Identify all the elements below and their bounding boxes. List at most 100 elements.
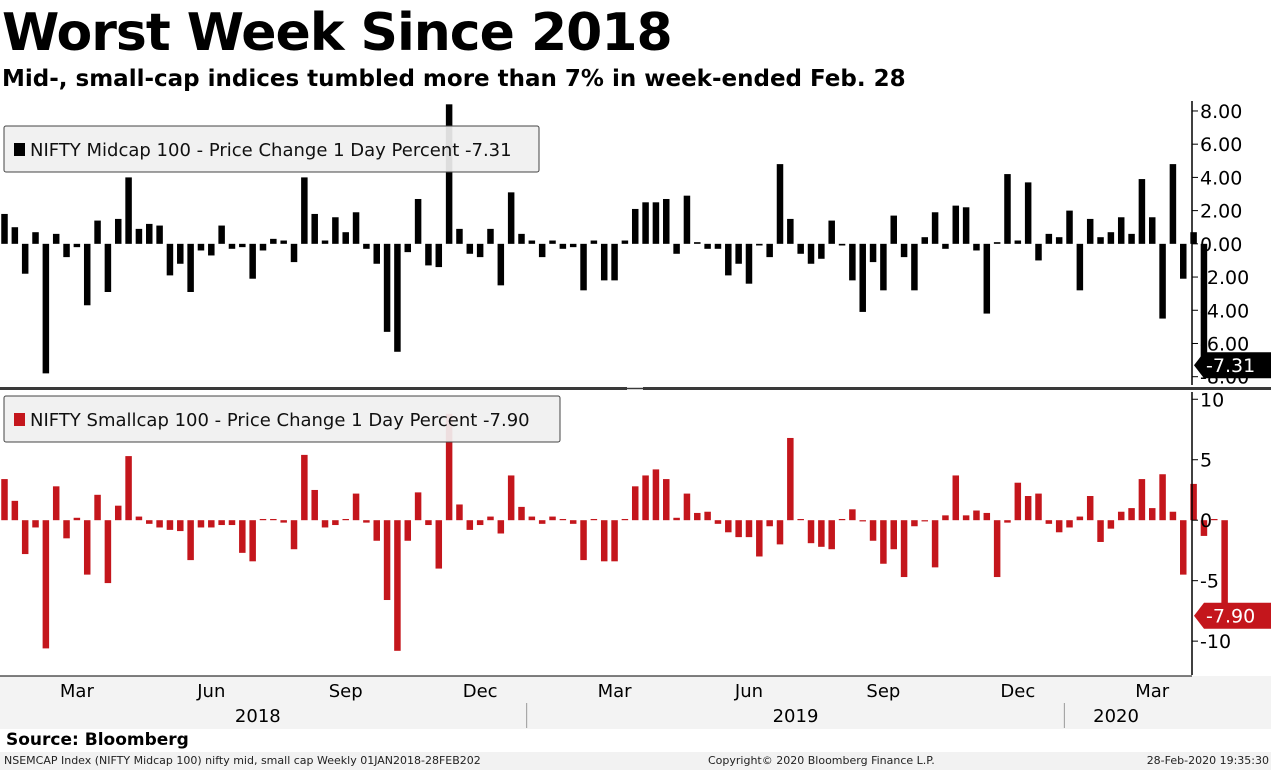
y-tick-label: -2.00 xyxy=(1200,267,1249,289)
smallcap-bar xyxy=(114,505,122,521)
smallcap-bar xyxy=(373,520,380,541)
midcap-panel: 8.006.004.002.000.00-2.00-4.00-6.00-8.00… xyxy=(0,101,1271,390)
midcap-bar xyxy=(187,243,194,292)
midcap-bar xyxy=(1107,232,1115,244)
smallcap-bar xyxy=(1045,520,1053,524)
midcap-bar xyxy=(766,243,773,258)
smallcap-bar xyxy=(1211,518,1218,521)
midcap-bar xyxy=(890,215,897,244)
midcap-bar xyxy=(642,202,649,244)
smallcap-bar xyxy=(1076,516,1084,521)
last-value-tag xyxy=(1194,602,1271,629)
smallcap-bar xyxy=(94,494,101,521)
smallcap-bar xyxy=(1097,520,1104,542)
midcap-bar xyxy=(1,213,8,244)
smallcap-bar xyxy=(125,456,132,521)
smallcap-bar xyxy=(1190,483,1197,521)
midcap-bar xyxy=(797,243,804,254)
smallcap-bar xyxy=(1066,520,1073,528)
midcap-bar xyxy=(807,243,815,264)
x-month-label: Dec xyxy=(463,681,498,702)
smallcap-bar xyxy=(311,489,318,521)
smallcap-bar xyxy=(476,520,484,526)
y-tick-label: -10 xyxy=(1200,631,1231,653)
smallcap-bar xyxy=(1086,496,1094,521)
midcap-bar xyxy=(156,225,163,244)
smallcap-bar xyxy=(735,520,742,538)
smallcap-bar xyxy=(73,517,81,521)
midcap-bar xyxy=(600,243,608,281)
smallcap-bar xyxy=(590,518,598,521)
y-tick-label: -6.00 xyxy=(1200,333,1249,355)
smallcap-bar xyxy=(766,520,773,527)
smallcap-bar xyxy=(1159,474,1166,521)
midcap-bar xyxy=(869,243,877,263)
smallcap-bar xyxy=(1004,520,1011,523)
smallcap-bar xyxy=(383,520,391,601)
x-month-label: Mar xyxy=(1135,681,1170,702)
smallcap-bar xyxy=(1117,511,1125,521)
smallcap-bar xyxy=(363,520,370,523)
smallcap-bar xyxy=(600,520,608,562)
midcap-bar xyxy=(663,198,670,244)
legend-label: NIFTY Midcap 100 - Price Change 1 Day Pe… xyxy=(30,140,512,161)
midcap-bar xyxy=(166,243,174,276)
smallcap-bar xyxy=(187,520,194,561)
smallcap-bar xyxy=(890,520,897,550)
x-month-label: Jun xyxy=(196,681,225,702)
midcap-bar xyxy=(228,243,236,249)
y-tick-label: 4.00 xyxy=(1200,167,1242,189)
x-month-label: Jun xyxy=(734,681,763,702)
smallcap-bar xyxy=(942,515,949,521)
midcap-bar xyxy=(528,240,536,244)
midcap-bar xyxy=(32,232,39,244)
midcap-bar xyxy=(301,177,308,244)
midcap-bar xyxy=(125,177,132,244)
y-tick-label: 5 xyxy=(1200,450,1212,472)
midcap-bar xyxy=(590,240,598,244)
smallcap-bar xyxy=(983,512,991,521)
midcap-bar xyxy=(569,243,577,248)
midcap-bar xyxy=(838,243,846,246)
footer-copyright: Copyright© 2020 Bloomberg Finance L.P. xyxy=(708,754,935,767)
smallcap-bar xyxy=(466,520,474,530)
midcap-bar xyxy=(311,213,318,244)
smallcap-bar xyxy=(301,454,308,521)
smallcap-panel: 10 5 0 -5 -10 -7.90 NIFTY Smallcap 100 - Price… xyxy=(1,389,1271,675)
midcap-bar xyxy=(911,243,918,291)
x-month-label: Sep xyxy=(866,681,900,702)
smallcap-bar xyxy=(352,493,360,521)
x-axis-band xyxy=(0,676,1271,729)
x-axis: Mar Jun Sep Dec Mar Jun Sep Dec Mar 2018 2019 2020 xyxy=(0,675,1271,729)
smallcap-bar xyxy=(756,520,763,557)
x-month-label: Mar xyxy=(598,681,633,702)
midcap-bar xyxy=(414,198,422,244)
y-tick-label: -4.00 xyxy=(1200,300,1249,322)
midcap-bar xyxy=(259,243,267,251)
smallcap-bar xyxy=(621,518,629,521)
smallcap-bar xyxy=(528,516,536,521)
midcap-bar xyxy=(880,243,887,291)
chart-subtitle: Mid-, small-cap indices tumbled more tha… xyxy=(2,66,906,92)
smallcap-bar xyxy=(259,518,267,521)
x-year-label: 2020 xyxy=(1093,706,1139,727)
smallcap-bar xyxy=(745,520,753,538)
chart-title: Worst Week Since 2018 xyxy=(2,3,673,63)
midcap-bar xyxy=(714,243,722,249)
midcap-bar xyxy=(745,243,753,284)
midcap-bar xyxy=(332,217,339,244)
y-tick-label: 0 xyxy=(1200,510,1212,532)
smallcap-bar xyxy=(1107,520,1115,529)
smallcap-bar xyxy=(456,504,463,521)
midcap-bar xyxy=(1066,210,1073,244)
footer-ticker-info: NSEMCAP Index (NIFTY Midcap 100) nifty m… xyxy=(4,754,481,767)
midcap-bar xyxy=(373,243,380,264)
midcap-bar xyxy=(1097,237,1104,244)
smallcap-bar xyxy=(1024,496,1032,521)
midcap-bar xyxy=(1024,182,1032,244)
midcap-bar xyxy=(580,243,587,291)
x-month-label: Sep xyxy=(329,681,363,702)
midcap-bar xyxy=(538,243,546,258)
smallcap-bar xyxy=(518,506,525,521)
